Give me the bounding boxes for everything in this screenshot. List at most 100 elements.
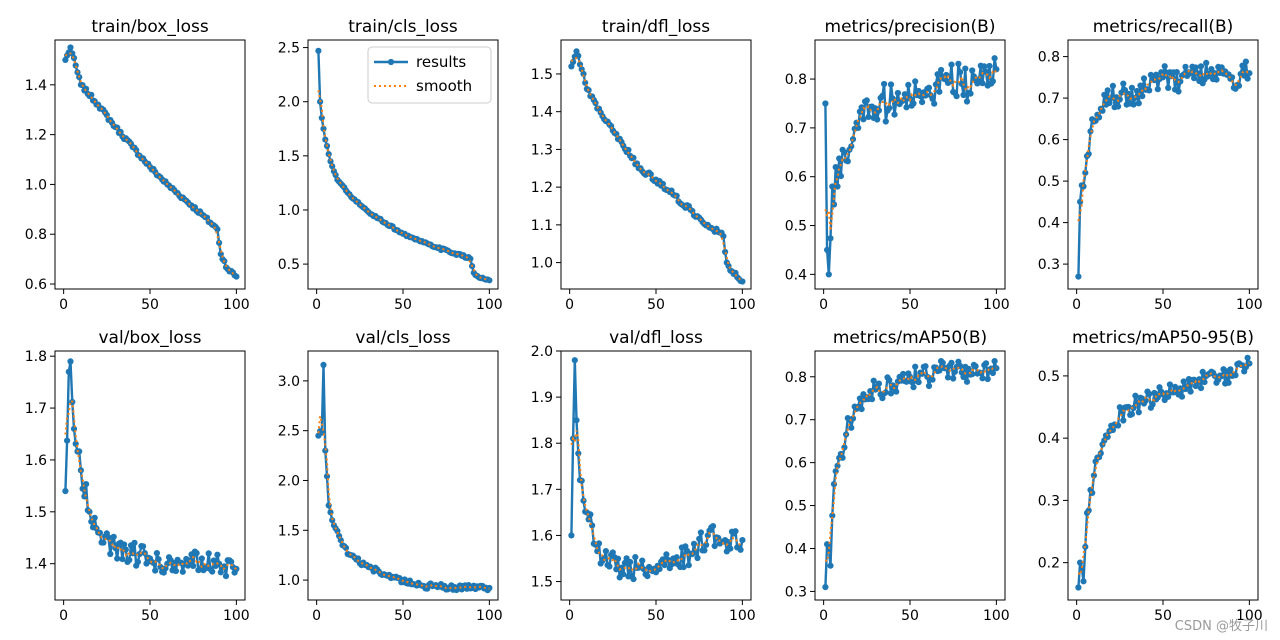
results-point: [620, 571, 627, 578]
results-point: [595, 540, 603, 547]
y-tick-label: 1.2: [531, 180, 553, 196]
results-point: [727, 545, 734, 552]
results-point: [1227, 366, 1234, 373]
results-point: [661, 562, 668, 569]
results-point: [1120, 417, 1127, 424]
results-point: [981, 63, 988, 70]
y-tick-label: 1.4: [531, 105, 553, 121]
y-tick-label: 1.5: [531, 67, 553, 83]
results-point: [701, 547, 708, 554]
results-point: [355, 555, 362, 562]
results-point: [848, 424, 855, 431]
x-tick-label: 100: [476, 297, 503, 313]
results-point: [991, 55, 998, 62]
x-tick-label: 0: [312, 608, 321, 624]
x-tick-label: 100: [729, 608, 756, 624]
results-point: [951, 368, 959, 375]
results-point: [1218, 64, 1225, 71]
smooth-line: [570, 430, 743, 573]
panel-9: metrics/mAP50(B) 0 50 100 0.3 0.4 0.5 0.6 0.7 0.8: [785, 328, 1010, 624]
y-tick-label: 1.5: [278, 149, 300, 165]
x-tick-label: 0: [819, 297, 828, 313]
results-point: [233, 273, 240, 280]
results-point: [315, 47, 322, 54]
results-point: [67, 44, 74, 51]
results-point: [967, 90, 974, 97]
results-point: [1082, 169, 1089, 176]
results-point: [1130, 101, 1137, 108]
results-point: [685, 562, 692, 569]
panel-5: metrics/recall(B) 0 50 100 0.3 0.4 0.5 0.6 0.7 0.…: [1038, 17, 1263, 313]
y-tick-label: 2.0: [278, 473, 300, 489]
results-point: [737, 546, 744, 553]
results-point: [91, 514, 98, 521]
smooth-line: [1077, 362, 1251, 577]
y-tick-label: 0.7: [785, 413, 807, 429]
results-point: [1191, 75, 1198, 82]
results-point: [656, 566, 663, 573]
results-point: [570, 58, 577, 65]
y-tick-label: 0.5: [1038, 369, 1060, 385]
results-point: [1175, 88, 1182, 95]
results-point: [703, 541, 710, 549]
panel-6: val/box_loss 0 50 100 1.4 1.5 1.6 1.7 1.8: [25, 328, 250, 624]
results-point: [1109, 426, 1116, 434]
results-line: [317, 363, 491, 592]
x-tick-label: 100: [223, 297, 250, 313]
results-point: [960, 373, 967, 381]
results-point: [969, 67, 976, 74]
results-point: [155, 556, 162, 563]
results-point: [680, 564, 687, 571]
plot-frame: [560, 350, 752, 601]
results-point: [900, 370, 907, 378]
panel-title: train/cls_loss: [348, 17, 458, 37]
y-tick-label: 0.5: [785, 499, 807, 515]
results-point: [114, 124, 121, 131]
y-tick-label: 0.8: [25, 227, 47, 243]
results-point: [886, 377, 893, 384]
x-tick-label: 0: [565, 608, 574, 624]
y-tick-label: 0.7: [785, 121, 807, 137]
results-point: [868, 396, 876, 403]
results-point: [938, 66, 945, 74]
results-point: [1101, 91, 1108, 98]
results-point: [822, 100, 829, 107]
results-point: [697, 529, 705, 536]
results-point: [627, 558, 634, 566]
y-tick-label: 1.7: [25, 401, 47, 417]
results-point: [1187, 388, 1194, 395]
results-point: [709, 523, 717, 530]
results-point: [140, 543, 147, 550]
results-point: [1151, 389, 1158, 397]
y-tick-label: 0.4: [1038, 431, 1060, 447]
results-point: [587, 511, 594, 518]
results-point: [1130, 404, 1137, 411]
results-point: [936, 88, 943, 95]
results-point: [931, 100, 938, 107]
results-point: [1244, 75, 1251, 82]
panel-title: val/box_loss: [99, 328, 202, 348]
results-point: [573, 417, 580, 424]
results-point: [950, 375, 957, 382]
x-tick-label: 50: [394, 608, 412, 624]
results-point: [625, 146, 632, 154]
results-line: [824, 359, 998, 588]
results-point: [690, 540, 698, 547]
results-point: [732, 528, 739, 535]
results-point: [905, 81, 912, 88]
results-point: [1180, 378, 1187, 385]
panel-7: val/cls_loss 0 50 100 1.0 1.5 2.0 2.5 3.0: [278, 328, 503, 624]
results-point: [1142, 397, 1149, 404]
y-tick-label: 0.7: [1038, 91, 1060, 107]
y-tick-label: 2.5: [278, 424, 300, 440]
x-tick-label: 0: [59, 297, 68, 313]
results-point: [1077, 559, 1084, 566]
results-point: [1235, 82, 1243, 89]
results-point: [329, 517, 336, 524]
results-point: [1115, 103, 1122, 110]
results-point: [121, 541, 128, 548]
results-point: [955, 60, 962, 67]
results-point: [887, 81, 895, 88]
results-point: [1197, 63, 1205, 70]
results-point: [944, 374, 952, 381]
